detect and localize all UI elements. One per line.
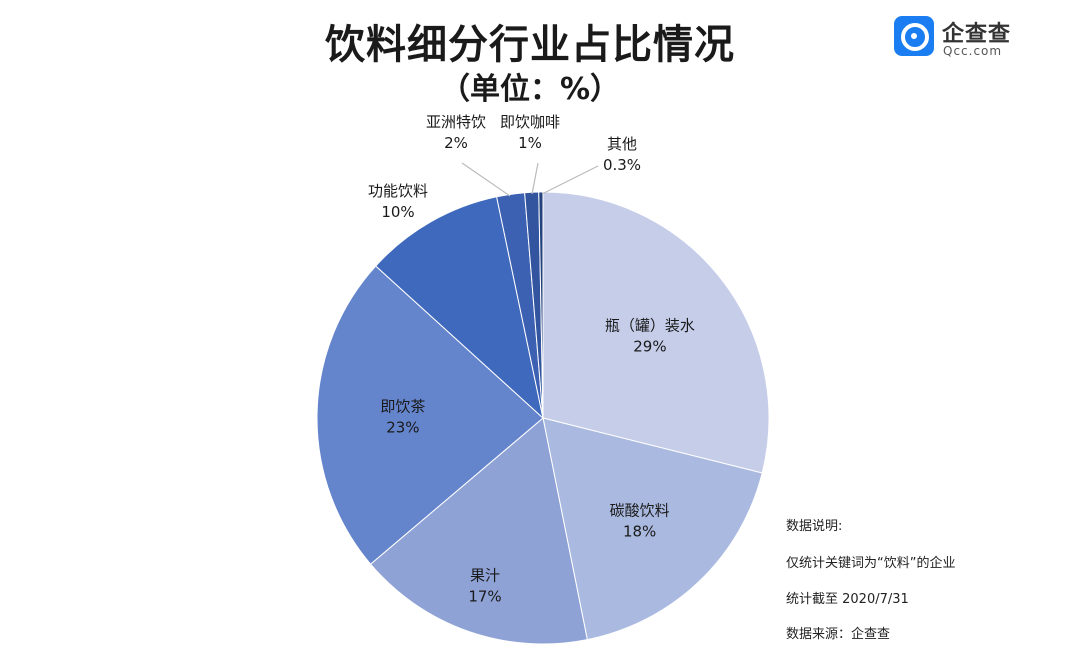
chart-unit: （单位：%）	[439, 72, 621, 107]
pie-slice-3	[369, 417, 588, 645]
slice-value-5: 10%	[381, 203, 414, 221]
slice-label-3: 果汁	[470, 566, 500, 584]
pie-slice-4	[316, 265, 544, 565]
slice-label-4: 即饮茶	[380, 398, 425, 416]
qcc-logo-icon	[894, 16, 934, 56]
pie-slice-5	[375, 196, 544, 420]
qcc-logo: 企查查 Qcc.com	[894, 16, 1044, 60]
slice-value-3: 17%	[468, 587, 501, 605]
slice-value-6: 2%	[444, 134, 468, 152]
note-source: 数据来源：企查查	[786, 627, 891, 642]
slice-label-5: 功能饮料	[368, 182, 428, 200]
slice-value-2: 18%	[623, 522, 656, 540]
slice-value-7: 1%	[518, 134, 542, 152]
leader-line-7	[531, 162, 539, 195]
slice-label-6: 亚洲特饮	[426, 113, 486, 131]
logo-name: 企查查	[942, 22, 1012, 47]
chart-title: 饮料细分行业占比情况	[325, 22, 735, 68]
pie-slice-1	[542, 191, 770, 474]
pie-slice-2	[542, 417, 763, 641]
slice-value-1: 29%	[633, 338, 666, 356]
pie-slice-8	[538, 191, 544, 419]
slice-label-8: 其他	[607, 135, 637, 153]
leader-line-6	[461, 162, 511, 197]
slice-value-8: 0.3%	[603, 156, 641, 174]
note-heading: 数据说明:	[786, 519, 843, 534]
slice-label-2: 碳酸饮料	[610, 501, 670, 519]
note-scope: 仅统计关键词为“饮料”的企业	[786, 556, 956, 571]
slice-label-1: 瓶（罐）装水	[605, 317, 695, 335]
note-cutoff: 统计截至 2020/7/31	[786, 592, 909, 607]
slice-label-7: 即饮咖啡	[500, 113, 560, 131]
logo-domain: Qcc.com	[943, 44, 1003, 58]
slice-value-4: 23%	[386, 419, 419, 437]
leader-line-8	[541, 165, 599, 195]
